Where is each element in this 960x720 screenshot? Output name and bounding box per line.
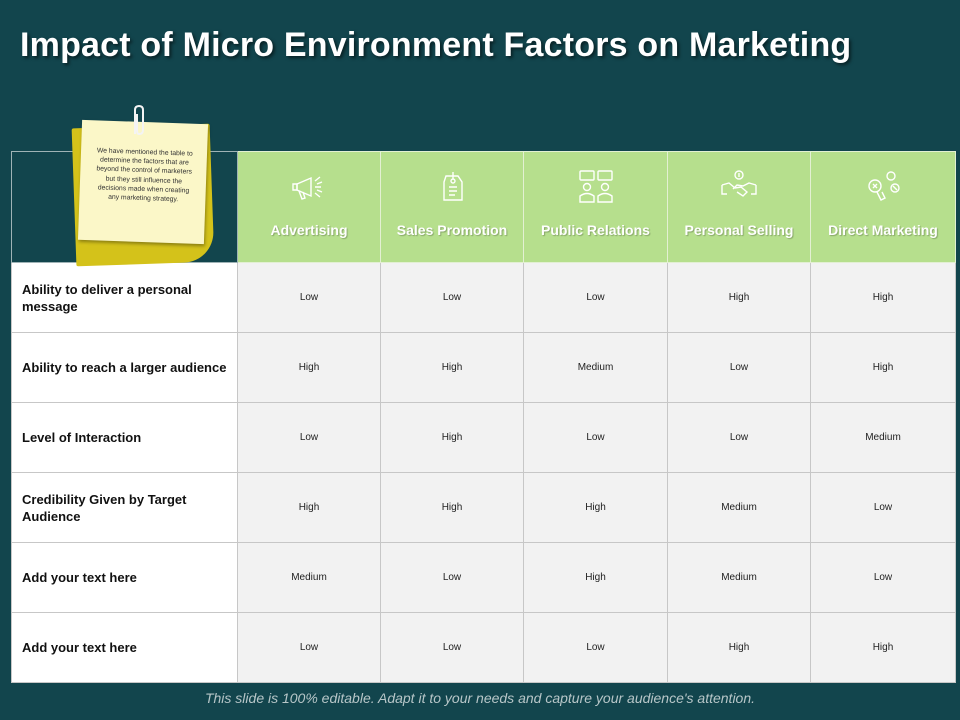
header-direct-marketing: Direct Marketing (810, 151, 956, 263)
table-row: Credibility Given by Target Audience Hig… (11, 472, 956, 543)
table-cell: Low (523, 612, 668, 683)
header-sales-promotion: Sales Promotion (380, 151, 524, 263)
table-cell: Low (523, 262, 668, 333)
header-label: Direct Marketing (828, 222, 938, 238)
page-title: Impact of Micro Environment Factors on M… (20, 26, 852, 64)
table-cell: High (523, 472, 668, 543)
table-cell: Low (380, 612, 524, 683)
table-row: Ability to deliver a personal message Lo… (11, 262, 956, 333)
header-label: Advertising (270, 222, 348, 238)
table-cell: High (523, 542, 668, 613)
table-row: Ability to reach a larger audience High … (11, 332, 956, 403)
header-personal-selling: Personal Selling (667, 151, 811, 263)
handshake-icon (721, 170, 757, 197)
table-cell: Medium (810, 402, 956, 473)
table-cell: Low (667, 332, 811, 403)
table-cell: Low (237, 612, 381, 683)
table-cell: Low (380, 262, 524, 333)
table-row: Level of Interaction Low High Low Low Me… (11, 402, 956, 473)
table-cell: Medium (667, 542, 811, 613)
table-row: Add your text here Low Low Low High High (11, 612, 956, 683)
table-cell: High (810, 332, 956, 403)
table-cell: Medium (667, 472, 811, 543)
header-label: Personal Selling (684, 222, 794, 238)
table-cell: Low (237, 402, 381, 473)
row-label: Credibility Given by Target Audience (11, 472, 238, 543)
table-row: Add your text here Medium Low High Mediu… (11, 542, 956, 613)
table-cell: Low (810, 542, 956, 613)
comparison-table-container: Advertising Sales Promotion Public Relat… (11, 151, 956, 684)
footer-caption: This slide is 100% editable. Adapt it to… (204, 690, 756, 706)
table-cell: Low (523, 402, 668, 473)
paper-clip-icon (134, 104, 144, 136)
table-cell: Low (380, 542, 524, 613)
row-label: Ability to reach a larger audience (11, 332, 238, 403)
table-cell: Medium (237, 542, 381, 613)
row-label: Level of Interaction (11, 402, 238, 473)
table-cell: High (810, 612, 956, 683)
row-label: Add your text here (11, 542, 238, 613)
sticky-note: We have mentioned the table to determine… (71, 104, 215, 268)
table-cell: High (810, 262, 956, 333)
header-label: Public Relations (541, 222, 650, 238)
table-cell: High (667, 262, 811, 333)
people-chat-icon (578, 170, 613, 203)
comparison-table: Advertising Sales Promotion Public Relat… (11, 151, 956, 683)
row-label: Add your text here (11, 612, 238, 683)
megaphone-icon (292, 176, 323, 200)
table-cell: Low (667, 402, 811, 473)
header-advertising: Advertising (237, 151, 381, 263)
table-cell: High (380, 472, 524, 543)
sticky-note-text: We have mentioned the table to determine… (96, 147, 193, 204)
table-cell: High (237, 472, 381, 543)
marketing-loudspeaker-icon (868, 171, 900, 201)
price-tag-icon (443, 172, 463, 201)
table-cell: Medium (523, 332, 668, 403)
table-cell: High (380, 402, 524, 473)
table-cell: Low (810, 472, 956, 543)
header-public-relations: Public Relations (523, 151, 668, 263)
header-row: Advertising Sales Promotion Public Relat… (11, 151, 956, 263)
table-cell: Low (237, 262, 381, 333)
table-cell: High (380, 332, 524, 403)
header-label: Sales Promotion (396, 222, 508, 238)
row-label: Ability to deliver a personal message (11, 262, 238, 333)
table-cell: High (667, 612, 811, 683)
table-cell: High (237, 332, 381, 403)
